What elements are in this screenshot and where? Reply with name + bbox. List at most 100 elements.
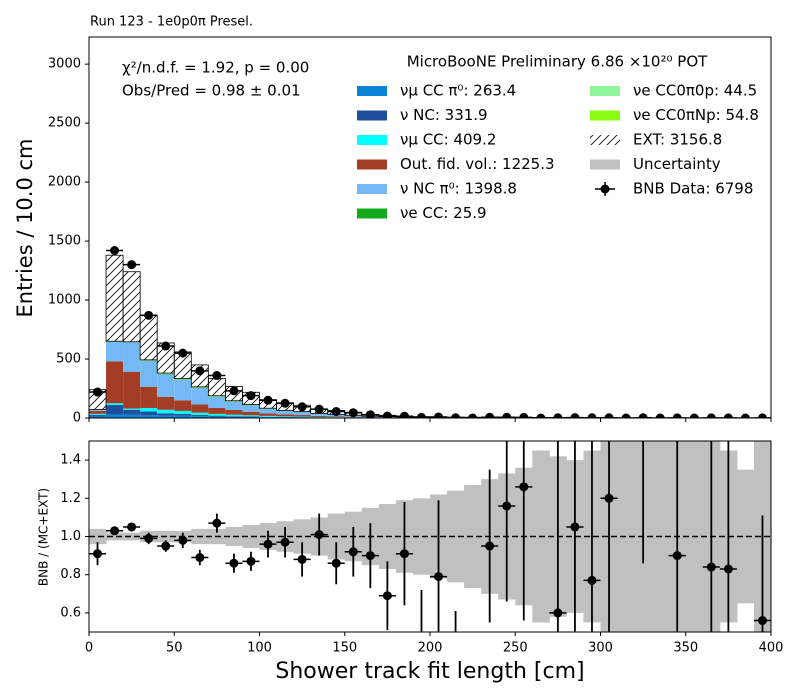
data-point [706, 562, 716, 572]
annotation: χ²/n.d.f. = 1.92, p = 0.00 [122, 59, 309, 77]
bar-segment [225, 416, 243, 418]
x-tick-label: 300 [588, 641, 613, 656]
bar-segment [157, 374, 175, 397]
data-point [110, 246, 120, 256]
data-point [93, 387, 103, 397]
subtitle: MicroBooNE Preliminary 6.86 ×10²⁰ POT [407, 53, 708, 71]
bar-segment [191, 415, 209, 417]
data-point [178, 348, 188, 358]
data-point [229, 386, 239, 396]
bar-segment [106, 341, 124, 362]
data-point [638, 413, 648, 418]
data-point [570, 413, 580, 418]
data-point [365, 551, 375, 561]
data-point [399, 549, 409, 559]
uncertainty-band [123, 532, 141, 541]
uncertainty-band [293, 519, 312, 554]
bar-segment [157, 409, 175, 414]
bar-segment [191, 416, 209, 418]
data-point [161, 341, 171, 351]
bar-segment [225, 401, 243, 410]
legend-swatch [357, 110, 387, 121]
data-point [434, 572, 444, 582]
data-point [331, 407, 341, 417]
bar-segment [174, 410, 192, 414]
data-point [195, 553, 205, 563]
legend-swatch [600, 184, 610, 194]
data-point [110, 526, 120, 536]
uncertainty-band [736, 469, 755, 604]
bar-segment [174, 379, 192, 401]
bar-segment [276, 414, 294, 417]
data-point [672, 551, 682, 561]
y-tick-label: 1500 [48, 234, 81, 249]
bar-segment [89, 413, 107, 416]
y-axis-label: BNB / (MC+EXT) [37, 488, 51, 586]
data-point [161, 541, 171, 551]
legend-swatch [590, 86, 620, 96]
bar-segment [259, 413, 277, 416]
uncertainty-band [89, 528, 107, 545]
bar-segment [122, 271, 141, 343]
legend-label: Uncertainty [633, 155, 721, 173]
data-point [639, 341, 648, 350]
data-point [178, 535, 188, 545]
bar-segment [89, 410, 107, 414]
data-point [331, 558, 341, 568]
bar-segment [157, 415, 175, 418]
x-tick-label: 400 [759, 641, 784, 656]
data-point [621, 413, 631, 418]
data-point [587, 575, 597, 585]
data-point [672, 413, 682, 418]
data-point [314, 404, 324, 414]
bar-segment [191, 412, 209, 416]
bar-segment [123, 342, 141, 372]
axes: 0 500 1000 1500 2000 2500 3000 0.6 0.8 1.0 1.2 1.4 0… [48, 36, 784, 656]
data-point [280, 537, 290, 547]
bar-segment [208, 413, 226, 416]
data-point [280, 398, 290, 408]
bar-segment [293, 416, 311, 418]
bar-segment [140, 411, 158, 416]
y-tick-label: 1.4 [60, 453, 81, 468]
data-point [212, 371, 222, 381]
legend-swatch [357, 135, 387, 145]
data-point [314, 530, 324, 540]
bar-segment [208, 396, 226, 408]
data-point [416, 412, 426, 418]
data-point [502, 501, 512, 511]
data-point [519, 482, 529, 492]
bar-segment [242, 415, 260, 417]
data-point [263, 395, 273, 405]
data-point [297, 402, 307, 412]
bar-segment [123, 371, 141, 409]
legend-swatch [590, 110, 620, 121]
legend-label: EXT: 3156.8 [633, 131, 722, 149]
bar-segment [276, 416, 294, 418]
data-point [451, 413, 461, 418]
data-point [195, 366, 205, 376]
data-point [127, 260, 137, 270]
x-tick-label: 350 [673, 641, 698, 656]
bar-segment [123, 409, 141, 415]
bar-segment [140, 360, 158, 387]
data-point [399, 411, 409, 418]
x-tick-label: 150 [332, 641, 357, 656]
bar-segment [174, 400, 192, 411]
legend-label: νe CC0π0p: 44.5 [633, 82, 757, 100]
bar-segment [89, 415, 107, 417]
data-point [297, 554, 307, 564]
x-tick-label: 200 [418, 641, 443, 656]
data-point [553, 413, 563, 418]
bar-segment [259, 408, 277, 414]
bar-segment [276, 410, 294, 415]
bar-segment [140, 386, 158, 408]
data-point [604, 413, 614, 418]
bar-segment [208, 415, 226, 417]
bar-segment [293, 411, 311, 416]
bar-segment [106, 403, 124, 406]
uncertainty-band [617, 441, 636, 632]
uncertainty-band [412, 498, 431, 575]
y-axis-label: Entries / 10.0 cm [13, 138, 37, 317]
